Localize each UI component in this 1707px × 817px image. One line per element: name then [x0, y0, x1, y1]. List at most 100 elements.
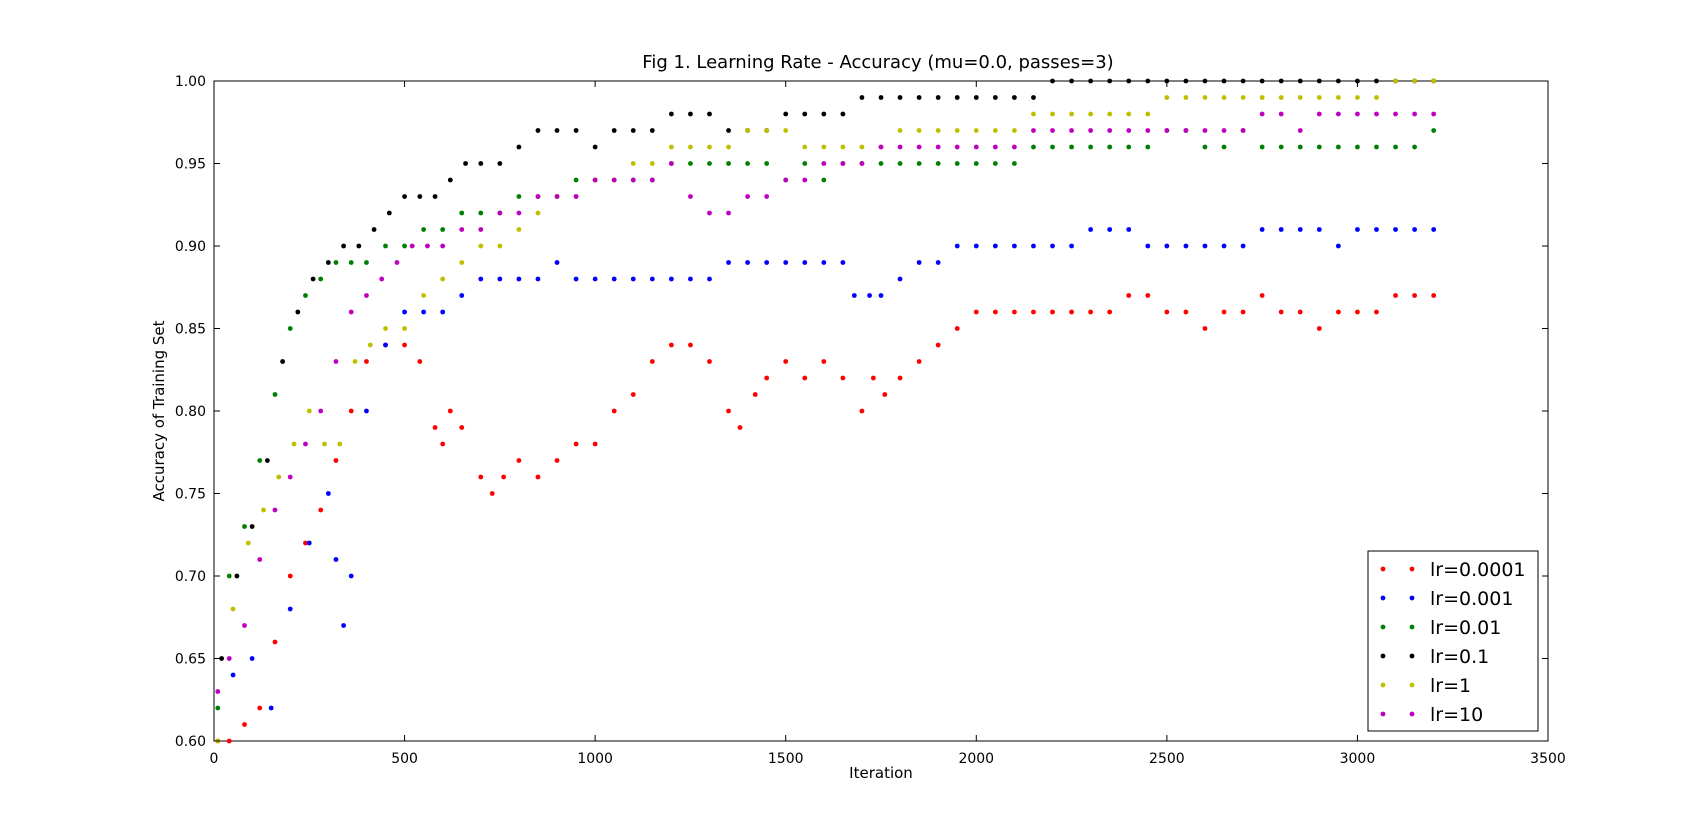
data-point [1297, 78, 1303, 84]
data-point [1278, 227, 1284, 232]
data-point [1259, 95, 1265, 100]
data-point [1202, 78, 1208, 84]
data-point [1088, 111, 1094, 117]
data-point [1164, 243, 1170, 249]
y-tick-label: 0.60 [175, 734, 206, 750]
data-point [447, 408, 453, 414]
data-point [1316, 78, 1322, 84]
x-tick-label: 1500 [768, 751, 804, 767]
data-point [802, 144, 808, 150]
data-point [1202, 144, 1208, 150]
data-point [337, 441, 343, 447]
data-point [421, 309, 427, 315]
data-point [802, 161, 808, 166]
data-point [973, 243, 979, 249]
data-point [287, 474, 293, 480]
data-point [333, 557, 339, 562]
y-tick-label: 0.75 [175, 487, 206, 503]
data-point [764, 161, 770, 166]
data-point [402, 342, 407, 348]
data-point [341, 623, 346, 628]
data-point [348, 408, 354, 414]
data-point [821, 111, 827, 117]
data-point [668, 276, 674, 282]
data-point [783, 260, 789, 265]
data-point [306, 540, 312, 546]
data-point [264, 458, 270, 463]
data-point [954, 144, 960, 150]
plot-area: 0 500 1000 1500 2000 2500 3000 3500 0.60 0.65 0.7… [175, 74, 1566, 767]
data-point [257, 705, 263, 711]
data-point [870, 375, 876, 381]
data-point [440, 441, 446, 447]
data-point [459, 293, 465, 298]
data-point [1316, 144, 1322, 150]
data-point [764, 128, 770, 133]
data-point [1355, 309, 1360, 315]
data-point [245, 540, 251, 546]
data-point [1012, 243, 1017, 249]
data-point [516, 194, 522, 199]
data-point [992, 243, 998, 249]
data-point [303, 293, 308, 298]
data-point [764, 260, 770, 265]
data-point [1088, 78, 1094, 84]
data-point [973, 95, 979, 100]
data-point [878, 293, 884, 298]
data-point [402, 194, 407, 199]
data-point [992, 95, 998, 100]
data-point [364, 408, 369, 414]
data-point [1431, 78, 1437, 84]
data-point [1374, 144, 1379, 150]
data-point [1240, 128, 1246, 133]
data-point [668, 144, 674, 150]
legend-marker [1380, 624, 1386, 630]
data-point [497, 243, 503, 249]
data-point [688, 111, 693, 117]
data-point [1012, 161, 1017, 166]
legend-marker [1380, 653, 1386, 659]
data-point [726, 408, 731, 414]
data-point [1126, 111, 1132, 117]
data-point [630, 392, 636, 397]
data-point [364, 260, 369, 265]
data-point [287, 606, 293, 612]
legend-marker [1409, 624, 1415, 630]
data-point [1221, 128, 1227, 133]
legend-marker [1380, 595, 1386, 601]
data-point [611, 177, 617, 183]
data-point [752, 392, 758, 397]
data-point [783, 111, 789, 117]
data-point [535, 474, 541, 480]
data-point [383, 342, 388, 348]
y-axis-label: Accuracy of Training Set [150, 320, 168, 501]
data-point [1012, 95, 1017, 100]
data-point [516, 210, 522, 216]
data-point [478, 210, 484, 216]
data-point [592, 144, 598, 150]
data-point [649, 128, 655, 133]
data-point [402, 326, 407, 331]
data-point [1393, 293, 1398, 298]
data-point [935, 95, 941, 100]
series-1 [230, 227, 1437, 711]
data-point [882, 392, 888, 397]
data-point [1031, 309, 1036, 315]
data-point [432, 194, 438, 199]
data-point [1107, 128, 1113, 133]
data-point [1393, 144, 1398, 150]
data-point [535, 128, 541, 133]
data-point [897, 375, 903, 381]
data-point [1355, 144, 1360, 150]
data-point [859, 408, 865, 414]
data-point [310, 276, 316, 282]
data-point [737, 425, 743, 430]
data-point [1050, 144, 1055, 150]
data-point [1069, 78, 1074, 84]
data-point [215, 705, 221, 711]
data-point [1183, 128, 1189, 133]
data-point [649, 359, 655, 364]
data-point [897, 144, 903, 150]
data-point [394, 260, 400, 265]
data-point [688, 144, 693, 150]
